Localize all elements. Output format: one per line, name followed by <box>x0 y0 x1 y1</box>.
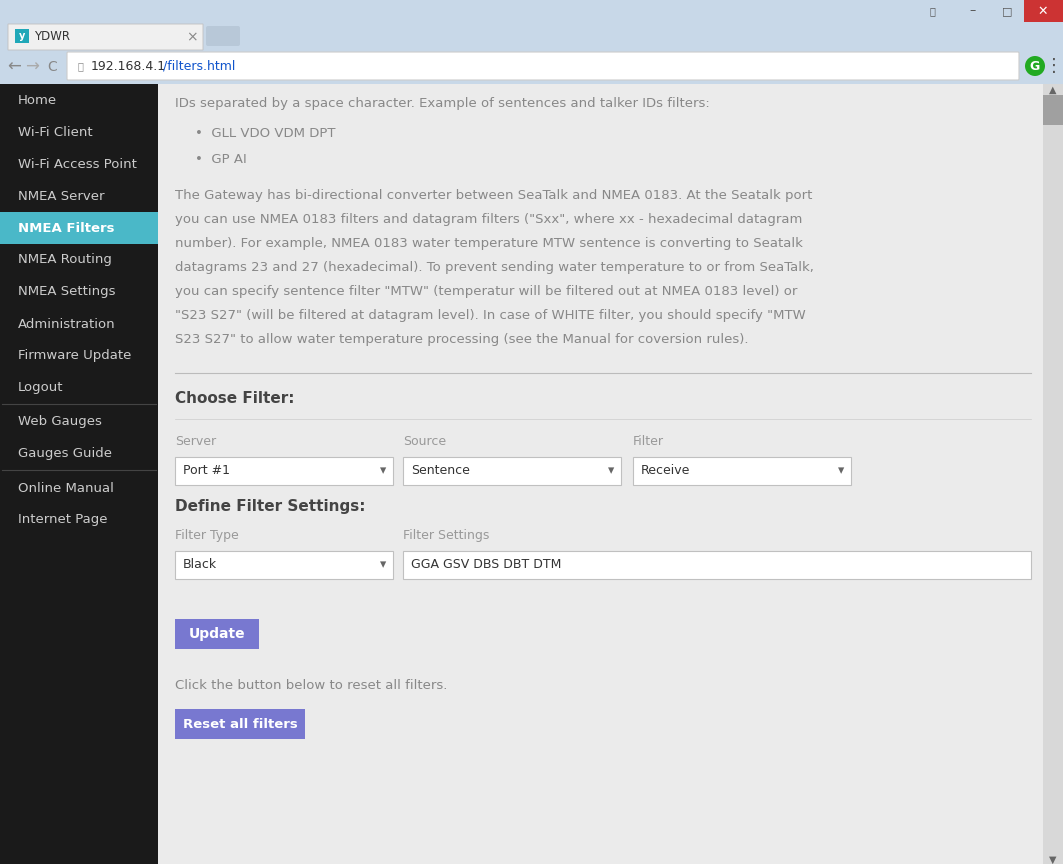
Text: NMEA Server: NMEA Server <box>18 189 104 202</box>
Text: "S23 S27" (will be filtered at datagram level). In case of WHITE filter, you sho: "S23 S27" (will be filtered at datagram … <box>175 309 806 322</box>
Text: Online Manual: Online Manual <box>18 481 114 494</box>
Text: ▾: ▾ <box>608 465 614 478</box>
Text: Receive: Receive <box>641 465 690 478</box>
Bar <box>0 0 1063 22</box>
Text: YDWR: YDWR <box>34 30 70 43</box>
Text: 🗋: 🗋 <box>77 61 83 71</box>
FancyBboxPatch shape <box>9 24 203 50</box>
Text: ✕: ✕ <box>1037 4 1048 17</box>
Text: Port #1: Port #1 <box>183 465 230 478</box>
Bar <box>175 709 305 739</box>
Bar <box>0 22 1063 50</box>
FancyBboxPatch shape <box>206 26 240 46</box>
Text: Click the button below to reset all filters.: Click the button below to reset all filt… <box>175 679 448 692</box>
Text: NMEA Filters: NMEA Filters <box>18 221 115 234</box>
Text: Internet Page: Internet Page <box>18 513 107 526</box>
Text: NMEA Routing: NMEA Routing <box>18 253 112 266</box>
Text: C: C <box>47 60 57 74</box>
Bar <box>1043 84 1063 864</box>
Text: S23 S27" to allow water temperature processing (see the Manual for coversion rul: S23 S27" to allow water temperature proc… <box>175 333 748 346</box>
Text: Gauges Guide: Gauges Guide <box>18 448 112 461</box>
Text: Filter Type: Filter Type <box>175 529 239 542</box>
Text: you can use NMEA 0183 filters and datagram filters ("Sxx", where xx - hexadecima: you can use NMEA 0183 filters and datagr… <box>175 213 803 226</box>
Text: ▼: ▼ <box>1049 855 1057 864</box>
Text: Update: Update <box>189 627 246 641</box>
Text: ←: ← <box>7 58 21 76</box>
Text: Web Gauges: Web Gauges <box>18 416 102 429</box>
Text: 🔒: 🔒 <box>929 6 935 16</box>
Text: Choose Filter:: Choose Filter: <box>175 391 294 406</box>
Text: ▾: ▾ <box>379 465 386 478</box>
Text: number). For example, NMEA 0183 water temperature MTW sentence is converting to : number). For example, NMEA 0183 water te… <box>175 237 803 250</box>
Text: IDs separated by a space character. Example of sentences and talker IDs filters:: IDs separated by a space character. Exam… <box>175 97 710 110</box>
Text: Wi-Fi Access Point: Wi-Fi Access Point <box>18 157 137 170</box>
Bar <box>158 84 1043 864</box>
Text: Home: Home <box>18 93 57 106</box>
Text: The Gateway has bi-directional converter between SeaTalk and NMEA 0183. At the S: The Gateway has bi-directional converter… <box>175 189 812 202</box>
Bar <box>0 212 158 244</box>
Bar <box>1043 95 1063 125</box>
Text: /filters.html: /filters.html <box>163 60 235 73</box>
Text: →: → <box>26 58 39 76</box>
Circle shape <box>1025 56 1045 76</box>
Text: •  GP AI: • GP AI <box>195 153 247 166</box>
Text: datagrams 23 and 27 (hexadecimal). To prevent sending water temperature to or fr: datagrams 23 and 27 (hexadecimal). To pr… <box>175 261 814 274</box>
Text: ▾: ▾ <box>838 465 844 478</box>
Text: ×: × <box>186 30 198 44</box>
Text: Firmware Update: Firmware Update <box>18 350 132 363</box>
Bar <box>956 0 990 22</box>
Text: ▾: ▾ <box>379 558 386 571</box>
Bar <box>990 0 1024 22</box>
Text: •  GLL VDO VDM DPT: • GLL VDO VDM DPT <box>195 127 336 140</box>
Text: Wi-Fi Client: Wi-Fi Client <box>18 125 92 138</box>
Text: –: – <box>969 4 976 17</box>
Bar <box>403 457 621 485</box>
Text: Logout: Logout <box>18 382 64 395</box>
Text: you can specify sentence filter "MTW" (temperatur will be filtered out at NMEA 0: you can specify sentence filter "MTW" (t… <box>175 285 797 298</box>
Bar <box>632 457 851 485</box>
Bar <box>175 457 393 485</box>
FancyBboxPatch shape <box>67 52 1019 80</box>
Text: □: □ <box>1001 6 1012 16</box>
Text: Filter: Filter <box>632 435 664 448</box>
Text: Administration: Administration <box>18 317 116 331</box>
Text: G: G <box>1030 60 1040 73</box>
Text: y: y <box>19 31 26 41</box>
Text: Source: Source <box>403 435 446 448</box>
Bar <box>403 551 1031 579</box>
Text: 192.168.4.1: 192.168.4.1 <box>91 60 166 73</box>
Text: Sentence: Sentence <box>411 465 470 478</box>
Bar <box>1024 0 1063 22</box>
Bar <box>0 84 158 864</box>
Bar <box>175 619 259 649</box>
Bar <box>0 50 1063 84</box>
Text: ⋮: ⋮ <box>1045 57 1063 75</box>
Text: Reset all filters: Reset all filters <box>183 717 298 730</box>
Text: GGA GSV DBS DBT DTM: GGA GSV DBS DBT DTM <box>411 558 561 571</box>
Bar <box>15 29 29 43</box>
Text: ▲: ▲ <box>1049 85 1057 95</box>
Text: Server: Server <box>175 435 216 448</box>
Text: NMEA Settings: NMEA Settings <box>18 285 116 298</box>
Text: Define Filter Settings:: Define Filter Settings: <box>175 499 366 514</box>
Bar <box>175 551 393 579</box>
Text: Black: Black <box>183 558 217 571</box>
Text: Filter Settings: Filter Settings <box>403 529 489 542</box>
